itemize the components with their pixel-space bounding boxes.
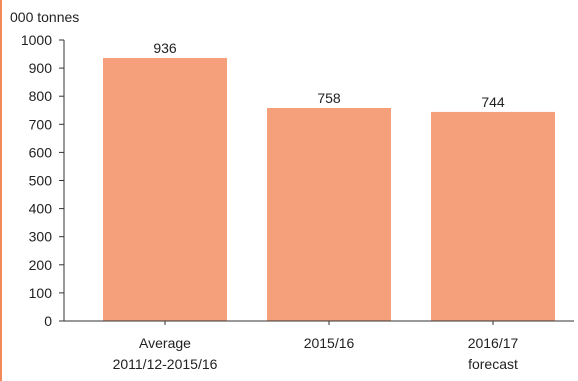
y-tick-label: 200	[29, 257, 53, 273]
x-tick-label: Average	[139, 335, 191, 351]
x-tick-label: 2011/12-2015/16	[113, 356, 218, 372]
bar-value-label: 936	[153, 40, 177, 56]
bar	[431, 111, 555, 321]
bars: 936 758 744	[103, 40, 555, 321]
y-axis-unit-label: 000 tonnes	[10, 9, 79, 25]
x-axis: Average 2011/12-2015/16 2015/16 2016/17 fore…	[64, 320, 574, 372]
y-tick-label: 400	[29, 201, 53, 217]
bar	[267, 108, 391, 321]
y-tick-label: 300	[29, 229, 53, 245]
left-accent-line	[0, 0, 2, 381]
y-tick-label: 900	[29, 60, 53, 76]
y-tick-label: 0	[44, 313, 52, 329]
y-tick-label: 100	[29, 285, 53, 301]
x-tick-label: 2016/17	[468, 335, 519, 351]
y-tick-label: 500	[29, 173, 53, 189]
bar-value-label: 744	[481, 94, 505, 110]
y-tick-label: 600	[29, 144, 53, 160]
y-tick-label: 800	[29, 88, 53, 104]
bar-value-label: 758	[317, 90, 341, 106]
y-axis: 0 100 200 300 400 500 600 700 800 900 1000	[21, 32, 65, 329]
y-tick-label: 700	[29, 116, 53, 132]
x-tick-label: 2015/16	[304, 335, 355, 351]
bar	[103, 57, 227, 321]
x-tick-label: forecast	[468, 356, 518, 372]
y-tick-label: 1000	[21, 32, 52, 48]
